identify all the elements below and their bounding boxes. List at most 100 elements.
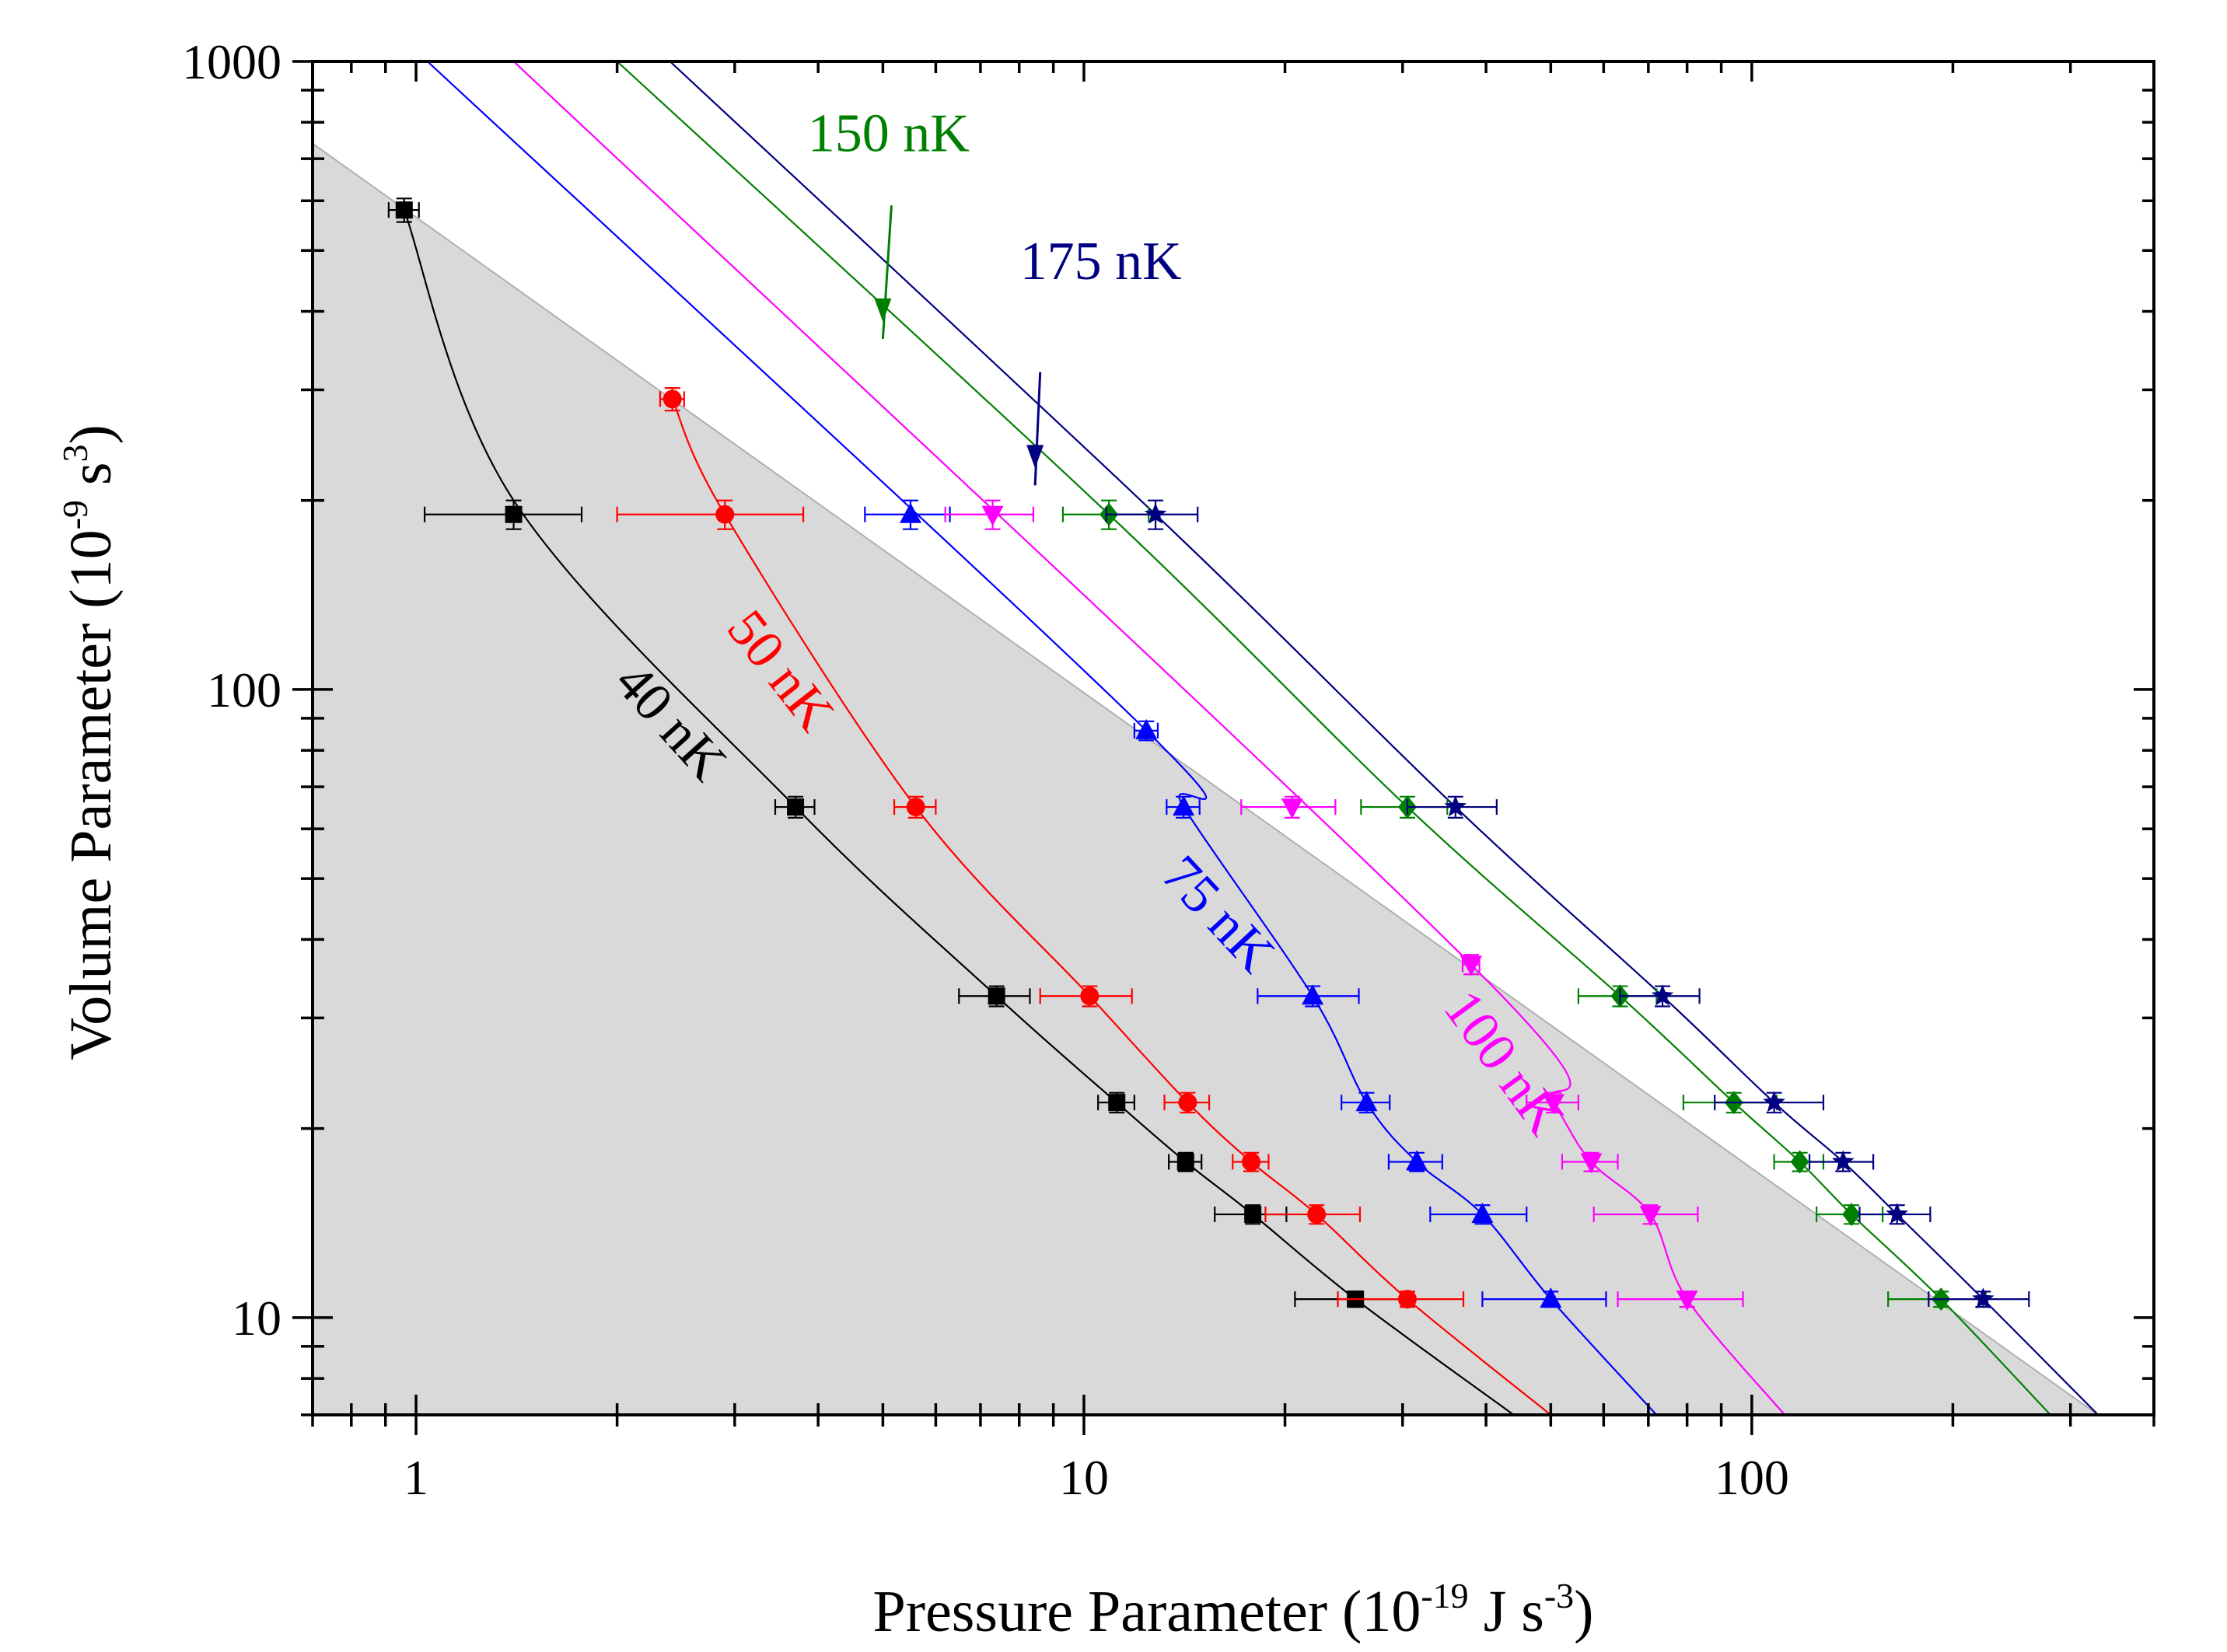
point-40-nk-7: [1214, 1204, 1288, 1225]
point-75-nk-4: [1257, 984, 1360, 1008]
point-50-nk-7: [1264, 1204, 1362, 1225]
point-50-nk-8: [1337, 1290, 1465, 1309]
marker-triangle-down: [1639, 1206, 1662, 1227]
marker-square: [787, 798, 805, 816]
arrow-head-175-nk: [1026, 445, 1044, 469]
point-100-nk-3: [1460, 954, 1482, 976]
marker-circle: [715, 505, 735, 524]
marker-triangle-up: [1471, 1203, 1494, 1224]
marker-square: [1108, 1094, 1126, 1112]
point-75-nk-3: [1166, 795, 1201, 819]
marker-triangle-down: [1460, 955, 1482, 976]
point-100-nk-1: [944, 499, 1035, 530]
marker-triangle-down: [1543, 1094, 1565, 1115]
shaded-region: [313, 142, 2099, 1415]
fit-curves-layer: [403, 61, 2099, 1415]
marker-star: [1886, 1203, 1908, 1224]
point-100-nk-6: [1592, 1204, 1699, 1227]
marker-diamond: [1790, 1150, 1809, 1174]
curve-50-nk: [671, 398, 1551, 1415]
marker-circle: [1080, 987, 1100, 1006]
arrow-head-150-nk: [874, 298, 892, 322]
point-75-nk-1: [864, 499, 951, 530]
marker-star: [1972, 1287, 1995, 1309]
marker-star: [1444, 795, 1467, 817]
point-40-nk-2: [423, 499, 583, 530]
point-50-nk-6: [1232, 1151, 1270, 1172]
point-40-nk-1: [387, 197, 420, 223]
point-75-nk-6: [1387, 1150, 1443, 1172]
point-175-nk-1: [1105, 499, 1199, 530]
point-50-nk-3: [893, 795, 937, 819]
marker-star: [1763, 1091, 1785, 1112]
y-axis-title: Volume Parameter (10-9 s3): [55, 424, 124, 1060]
point-175-nk-6: [1858, 1203, 1932, 1225]
marker-star: [1832, 1150, 1855, 1172]
marker-square: [505, 505, 523, 523]
point-175-nk-5: [1808, 1150, 1875, 1172]
point-100-nk-4: [1526, 1091, 1579, 1115]
point-40-nk-6: [1168, 1151, 1203, 1172]
marker-circle: [1242, 1152, 1261, 1172]
point-100-nk-2: [1240, 795, 1337, 819]
arrow-line-150-nk: [881, 205, 893, 340]
point-40-nk-4: [958, 985, 1031, 1008]
y-tick-label: 100: [207, 662, 281, 718]
point-175-nk-7: [1928, 1287, 2030, 1309]
curve-100-nk: [512, 61, 1786, 1415]
marker-diamond: [1842, 1203, 1862, 1227]
marker-triangle-up: [1135, 718, 1158, 739]
point-175-nk-2: [1406, 795, 1498, 819]
y-tick-label: 1000: [182, 34, 281, 89]
marker-star: [1651, 984, 1674, 1006]
point-75-nk-5: [1341, 1091, 1391, 1114]
marker-circle: [1307, 1205, 1327, 1224]
label-175-nk: 175 nK: [1020, 232, 1182, 292]
marker-triangle-down: [981, 505, 1004, 526]
point-50-nk-2: [616, 499, 805, 530]
marker-triangle-down: [1580, 1153, 1603, 1174]
marker-triangle-down: [1281, 798, 1303, 819]
marker-circle: [1397, 1290, 1417, 1309]
marker-square: [395, 201, 413, 219]
y-tick-label: 10: [232, 1291, 281, 1346]
curve-150-nk: [616, 61, 2051, 1415]
point-75-nk-7: [1429, 1203, 1528, 1225]
x-axis-title: Pressure Parameter (10-19 J s-3): [873, 1576, 1594, 1644]
marker-star: [1144, 502, 1167, 524]
point-40-nk-3: [774, 795, 816, 819]
point-50-nk-5: [1163, 1091, 1211, 1114]
marker-circle: [1178, 1093, 1197, 1112]
marker-triangle-down: [1676, 1291, 1698, 1311]
marker-triangle-up: [1355, 1091, 1378, 1112]
data-points-layer: [387, 197, 2030, 1311]
point-75-nk-8: [1481, 1287, 1607, 1308]
axes-layer: 1 10 100 10 100 1000: [182, 34, 2155, 1505]
shaded-region-layer: [313, 142, 2099, 1415]
arrow-line-175-nk: [1033, 372, 1042, 486]
marker-circle: [663, 389, 682, 409]
point-100-nk-7: [1617, 1291, 1744, 1311]
marker-square: [988, 987, 1005, 1005]
curve-75-nk: [426, 61, 1658, 1415]
marker-triangle-up: [1540, 1287, 1562, 1308]
point-175-nk-4: [1714, 1091, 1825, 1114]
marker-circle: [906, 798, 925, 817]
marker-square: [1244, 1206, 1262, 1224]
point-100-nk-5: [1561, 1151, 1619, 1174]
point-50-nk-1: [659, 387, 685, 412]
marker-triangle-up: [1173, 795, 1195, 816]
point-40-nk-5: [1097, 1091, 1135, 1114]
x-tick-label: 1: [404, 1450, 428, 1505]
point-75-nk-2: [1133, 718, 1159, 742]
plot-frame: [311, 60, 2155, 1416]
x-tick-label: 100: [1715, 1450, 1789, 1505]
marker-square: [1176, 1153, 1194, 1171]
curve-175-nk: [669, 61, 2099, 1415]
point-50-nk-4: [1039, 985, 1133, 1008]
label-150-nk: 150 nK: [808, 103, 970, 163]
marker-triangle-up: [899, 502, 921, 523]
x-tick-label: 10: [1059, 1450, 1109, 1505]
marker-triangle-up: [1302, 984, 1324, 1005]
